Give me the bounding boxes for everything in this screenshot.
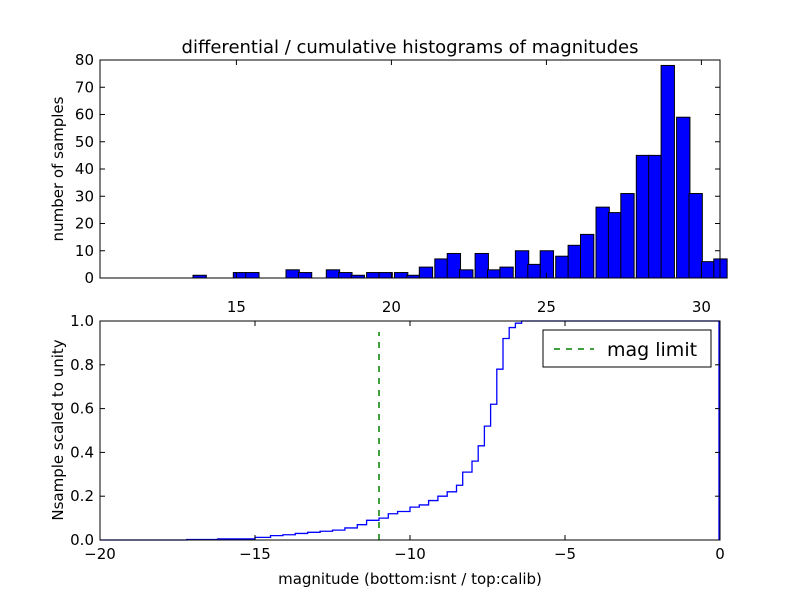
y-tick-label: 10 [75, 242, 94, 260]
x-tick-label: −15 [239, 545, 271, 563]
histogram-bar [514, 250, 530, 279]
histogram-bar [245, 272, 260, 279]
histogram-bar [688, 193, 703, 279]
x-tick-label: −20 [84, 545, 116, 563]
histogram-plot-frame [99, 59, 721, 279]
cumulative-x-ticks: −20 −15 −10 −5 0 [84, 321, 725, 563]
histogram-bar [620, 193, 635, 279]
cumulative-y-axis-label: Nsample scaled to unity [49, 339, 67, 520]
histogram-bar [325, 269, 341, 279]
histogram-bar [567, 244, 582, 279]
y-tick-label: 0.0 [70, 531, 94, 549]
histogram-bar [366, 272, 381, 279]
legend-box [542, 329, 712, 368]
y-tick-label: 0.2 [70, 487, 94, 505]
histogram-bars [192, 64, 728, 279]
histogram-bar [418, 266, 434, 279]
cumulative-plot-frame [99, 320, 721, 541]
cumulative-step-line [100, 320, 720, 541]
histogram-bar [446, 252, 462, 279]
histogram-bar [338, 272, 353, 279]
histogram-bar [700, 261, 716, 279]
histogram-bar [434, 258, 449, 279]
legend: mag limit [542, 329, 712, 368]
x-tick-label: −10 [394, 545, 426, 563]
y-tick-label: 0.8 [70, 356, 94, 374]
x-tick-label: 30 [692, 298, 711, 316]
histogram-bar [648, 154, 663, 279]
x-tick-label: 20 [382, 298, 401, 316]
y-tick-label: 0.4 [70, 443, 94, 461]
histogram-bar [459, 269, 474, 279]
cumulative-y-ticks: 0.0 0.2 0.4 0.6 0.8 1.0 [70, 312, 720, 549]
histogram-bar [232, 272, 248, 279]
histogram-bar [378, 272, 393, 279]
histogram-x-ticks: 15 20 25 30 [227, 60, 711, 316]
histogram-bar [487, 269, 502, 279]
histogram-bar [499, 266, 514, 279]
cumulative-panel: 0.0 0.2 0.4 0.6 0.8 1.0 −20 −15 −10 −5 0 Nsample … [49, 312, 725, 588]
y-tick-label: 1.0 [70, 312, 94, 330]
histogram-bar [285, 269, 300, 279]
histogram-bar [595, 206, 610, 279]
chart-title: differential / cumulative histograms of … [182, 37, 639, 58]
y-tick-label: 70 [75, 78, 94, 96]
y-tick-label: 80 [75, 51, 94, 69]
histogram-bar [297, 272, 313, 279]
y-tick-label: 40 [75, 160, 94, 178]
x-tick-label: 25 [537, 298, 556, 316]
histogram-bar [635, 154, 651, 279]
histogram-bar [394, 272, 409, 279]
histogram-bar [527, 263, 542, 279]
histogram-bar [607, 212, 623, 279]
histogram-panel: differential / cumulative histograms of … [49, 37, 728, 316]
x-tick-label: 15 [227, 298, 246, 316]
cumulative-lines [100, 320, 720, 541]
histogram-bar [676, 116, 691, 279]
y-tick-label: 30 [75, 187, 94, 205]
y-tick-label: 0 [84, 269, 94, 287]
y-tick-label: 50 [75, 133, 94, 151]
histogram-y-axis-label: number of samples [49, 96, 67, 241]
histogram-bar [474, 252, 489, 279]
cumulative-x-axis-label: magnitude (bottom:isnt / top:calib) [278, 570, 542, 588]
y-tick-label: 20 [75, 215, 94, 233]
histogram-bar [555, 255, 570, 279]
legend-label-mag-limit: mag limit [607, 339, 697, 361]
histogram-bar [660, 64, 675, 279]
x-tick-label: 0 [715, 545, 725, 563]
x-tick-label: −5 [554, 545, 576, 563]
y-tick-label: 60 [75, 106, 94, 124]
histogram-bar [580, 233, 595, 279]
y-tick-label: 0.6 [70, 400, 94, 418]
